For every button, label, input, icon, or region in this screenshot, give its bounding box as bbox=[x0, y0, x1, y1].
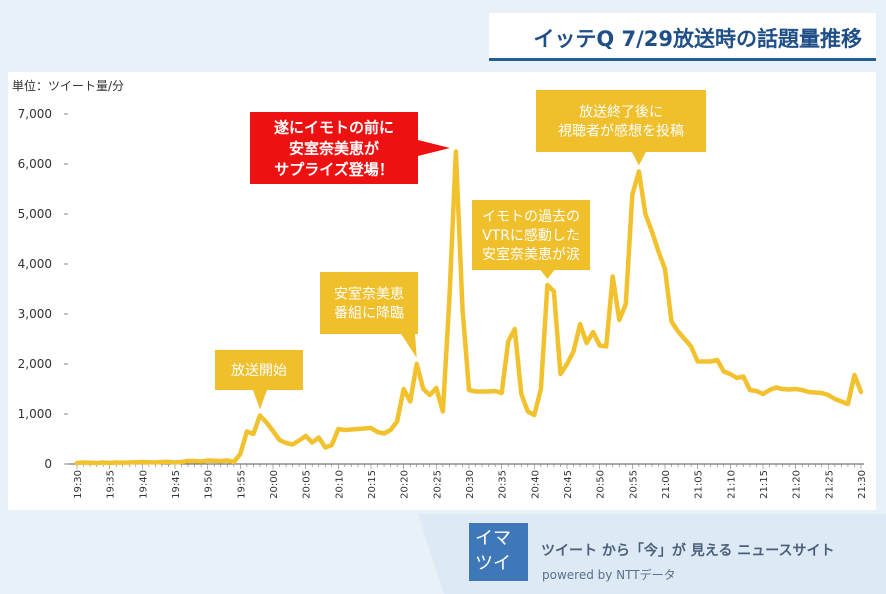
y-tick-label: 4,000 bbox=[18, 257, 52, 271]
x-tick-label: 20:35 bbox=[498, 470, 509, 499]
y-tick-label: 7,000 bbox=[18, 107, 52, 121]
x-tick-label: 20:25 bbox=[432, 470, 443, 499]
y-tick-label: 0 bbox=[44, 457, 52, 471]
x-tick-label: 19:45 bbox=[171, 470, 182, 499]
series-line bbox=[74, 149, 864, 466]
x-tick-label: 20:00 bbox=[269, 470, 280, 499]
x-tick-label: 20:20 bbox=[400, 470, 411, 499]
callout-pointer bbox=[418, 140, 450, 156]
callout-text: 視聴者が感想を投稿 bbox=[558, 123, 684, 140]
x-tick-label: 21:05 bbox=[694, 470, 705, 499]
callout-pointer bbox=[401, 334, 417, 358]
x-tick-label: 19:35 bbox=[106, 470, 117, 499]
logo-line-2: ツイ bbox=[475, 553, 511, 574]
x-tick-label: 20:45 bbox=[563, 470, 574, 499]
imatsui-logo[interactable]: イマ ツイ bbox=[469, 523, 528, 581]
callout-text: 放送開始 bbox=[231, 363, 287, 379]
x-tick-label: 19:55 bbox=[236, 470, 247, 499]
callout-text: 安室奈美恵 bbox=[334, 286, 404, 303]
x-tick-label: 19:40 bbox=[138, 470, 149, 499]
x-tick-label: 21:00 bbox=[661, 470, 672, 499]
x-tick-label: 19:50 bbox=[204, 470, 215, 499]
callout-box bbox=[320, 272, 418, 334]
callout-box bbox=[536, 90, 706, 152]
x-tick-label: 20:40 bbox=[530, 470, 541, 499]
logo-line-1: イマ bbox=[475, 528, 511, 549]
callout-text: 安室奈美恵が涙 bbox=[482, 246, 580, 263]
callout-pointer bbox=[540, 270, 555, 279]
callout-text: 番組に降臨 bbox=[334, 306, 404, 322]
site-tagline: ツイート から「今」が 見える ニュースサイト bbox=[541, 543, 835, 559]
x-tick-label: 20:50 bbox=[596, 470, 607, 499]
callout-pointer bbox=[631, 152, 646, 166]
x-tick-label: 20:30 bbox=[465, 470, 476, 499]
y-tick-label: 1,000 bbox=[18, 407, 52, 421]
callout-box bbox=[250, 112, 418, 184]
x-tick-label: 19:30 bbox=[73, 470, 84, 499]
callout-text: 遂にイモトの前に bbox=[274, 118, 394, 136]
x-tick-label: 20:15 bbox=[367, 470, 378, 499]
powered-by: powered by NTTデータ bbox=[542, 568, 676, 582]
line-chart: 単位：ツイート量/分 0 1,000 2,000 3,000 4,000 5,000 6,0… bbox=[12, 78, 868, 499]
callout-text: イモトの過去の bbox=[482, 209, 580, 225]
y-tick-label: 6,000 bbox=[18, 157, 52, 171]
y-tick-label: 2,000 bbox=[18, 357, 52, 371]
x-tick-label: 21:10 bbox=[726, 470, 737, 499]
x-tick-label: 20:55 bbox=[628, 470, 639, 499]
y-tick-label: 5,000 bbox=[18, 207, 52, 221]
callout-text: VTRに感動した bbox=[482, 227, 580, 244]
x-tick-label: 21:30 bbox=[857, 470, 868, 499]
x-tick-label: 20:10 bbox=[334, 470, 345, 499]
y-tick-label: 3,000 bbox=[18, 307, 52, 321]
callout-text: サプライズ登場！ bbox=[274, 160, 394, 178]
unit-label: 単位：ツイート量/分 bbox=[12, 78, 124, 93]
callout-pointer bbox=[252, 390, 267, 410]
x-tick-label: 20:05 bbox=[302, 470, 313, 499]
plot-panel: 単位：ツイート量/分 0 1,000 2,000 3,000 4,000 5,000 6,0… bbox=[8, 72, 876, 510]
callout-box bbox=[472, 200, 590, 270]
x-tick-label: 21:20 bbox=[792, 470, 803, 499]
callout-text: 安室奈美恵が bbox=[289, 139, 380, 157]
callout-box bbox=[215, 350, 303, 390]
x-tick-label: 21:25 bbox=[824, 470, 835, 499]
annotation-callout: 放送開始 bbox=[215, 350, 303, 410]
title-box: イッテQ 7/29放送時の話題量推移 bbox=[489, 13, 876, 61]
callout-text: 放送終了後に bbox=[579, 105, 663, 121]
x-tick-label: 21:15 bbox=[759, 470, 770, 499]
chart-title: イッテQ 7/29放送時の話題量推移 bbox=[533, 27, 862, 51]
